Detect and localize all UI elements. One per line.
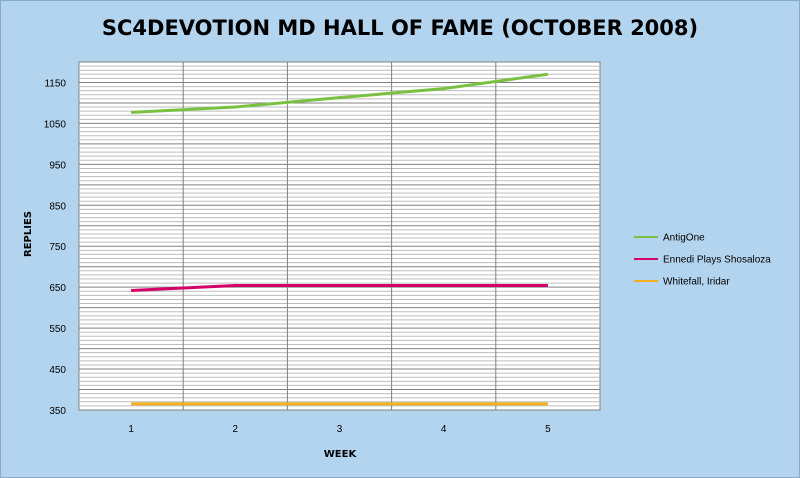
x-tick-label: 2: [233, 424, 239, 435]
grid-lines: [79, 62, 600, 410]
legend: AntigOne Ennedi Plays Shosaloza Whitefall,…: [634, 233, 771, 288]
series-lines: [131, 72, 549, 406]
x-tick-label: 1: [128, 424, 134, 435]
plot-area: [78, 61, 601, 411]
x-tick-labels: 1 2 3 4 5: [128, 424, 551, 435]
x-tick-label: 4: [441, 424, 447, 435]
x-axis-title: WEEK: [324, 449, 358, 460]
y-tick-label: 1150: [44, 78, 66, 89]
y-tick-labels: 350 450 550 650 750 850 950 1050 1150: [44, 78, 67, 417]
y-axis-title: REPLIES: [23, 211, 34, 257]
series-line: [131, 284, 548, 292]
y-tick-label: 650: [49, 283, 66, 294]
y-tick-label: 350: [49, 406, 66, 417]
chart-title: SC4DEVOTION MD HALL OF FAME (OCTOBER 200…: [101, 16, 699, 40]
series-line: [131, 72, 549, 114]
y-tick-label: 850: [49, 201, 66, 212]
x-tick-label: 3: [337, 424, 343, 435]
y-tick-label: 550: [49, 324, 66, 335]
y-tick-label: 950: [49, 160, 66, 171]
legend-label: AntigOne: [663, 233, 705, 244]
y-tick-label: 750: [49, 242, 66, 253]
y-tick-label: 450: [49, 365, 66, 376]
y-tick-label: 1050: [44, 119, 67, 130]
legend-label: Whitefall, Iridar: [663, 277, 730, 288]
legend-label: Ennedi Plays Shosaloza: [663, 255, 771, 266]
x-tick-label: 5: [545, 424, 551, 435]
